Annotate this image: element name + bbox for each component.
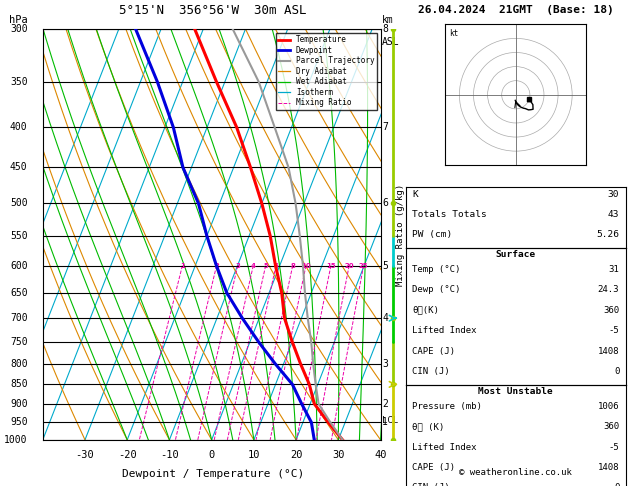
- Text: 15: 15: [326, 262, 336, 269]
- Text: © weatheronline.co.uk: © weatheronline.co.uk: [459, 468, 572, 477]
- Text: -5: -5: [608, 443, 619, 451]
- Text: 43: 43: [608, 210, 619, 219]
- Text: 10: 10: [301, 262, 311, 269]
- Text: Dewpoint / Temperature (°C): Dewpoint / Temperature (°C): [122, 469, 304, 479]
- Text: kt: kt: [450, 29, 459, 37]
- Text: 1006: 1006: [598, 402, 619, 411]
- Text: 6: 6: [382, 198, 388, 208]
- Text: 600: 600: [10, 260, 28, 271]
- Text: 0: 0: [209, 450, 214, 460]
- Text: CIN (J): CIN (J): [413, 484, 450, 486]
- Text: 3: 3: [235, 262, 240, 269]
- Legend: Temperature, Dewpoint, Parcel Trajectory, Dry Adiabat, Wet Adiabat, Isotherm, Mi: Temperature, Dewpoint, Parcel Trajectory…: [276, 33, 377, 110]
- Text: 1: 1: [382, 417, 388, 427]
- Text: 5: 5: [264, 262, 268, 269]
- Text: Lifted Index: Lifted Index: [413, 443, 477, 451]
- Text: Pressure (mb): Pressure (mb): [413, 402, 482, 411]
- Text: 700: 700: [10, 313, 28, 323]
- Text: 300: 300: [10, 24, 28, 34]
- Text: LCL: LCL: [382, 416, 398, 425]
- Text: Dewp (°C): Dewp (°C): [413, 285, 460, 295]
- Text: Surface: Surface: [496, 250, 536, 260]
- Text: 800: 800: [10, 359, 28, 369]
- Text: CAPE (J): CAPE (J): [413, 463, 455, 472]
- Text: 360: 360: [603, 306, 619, 315]
- Text: Mixing Ratio (g/kg): Mixing Ratio (g/kg): [396, 183, 405, 286]
- Text: 4: 4: [251, 262, 256, 269]
- Text: 20: 20: [344, 262, 354, 269]
- Text: CIN (J): CIN (J): [413, 367, 450, 376]
- Text: 400: 400: [10, 122, 28, 132]
- Text: 0: 0: [614, 484, 619, 486]
- Text: 8: 8: [290, 262, 295, 269]
- Text: ASL: ASL: [382, 37, 400, 47]
- Text: Most Unstable: Most Unstable: [479, 387, 553, 396]
- Text: 0: 0: [614, 367, 619, 376]
- Text: 550: 550: [10, 231, 28, 241]
- Text: km: km: [382, 15, 394, 25]
- Text: PW (cm): PW (cm): [413, 230, 452, 240]
- Text: θᴇ(K): θᴇ(K): [413, 306, 439, 315]
- Text: 850: 850: [10, 380, 28, 389]
- Text: 360: 360: [603, 422, 619, 431]
- Text: 2: 2: [214, 262, 219, 269]
- Text: 750: 750: [10, 337, 28, 347]
- Text: 40: 40: [374, 450, 387, 460]
- Text: Totals Totals: Totals Totals: [413, 210, 487, 219]
- Text: Lifted Index: Lifted Index: [413, 326, 477, 335]
- Text: 5: 5: [382, 260, 388, 271]
- Text: 30: 30: [608, 190, 619, 199]
- Text: -30: -30: [75, 450, 94, 460]
- Text: 900: 900: [10, 399, 28, 409]
- Text: 6: 6: [274, 262, 279, 269]
- Text: 26.04.2024  21GMT  (Base: 18): 26.04.2024 21GMT (Base: 18): [418, 4, 614, 15]
- Text: 1: 1: [180, 262, 185, 269]
- Text: 500: 500: [10, 198, 28, 208]
- Text: 1408: 1408: [598, 347, 619, 356]
- Text: -20: -20: [118, 450, 136, 460]
- Text: 24.3: 24.3: [598, 285, 619, 295]
- Text: 350: 350: [10, 77, 28, 87]
- Text: CAPE (J): CAPE (J): [413, 347, 455, 356]
- Text: 3: 3: [382, 359, 388, 369]
- Text: -10: -10: [160, 450, 179, 460]
- Text: hPa: hPa: [9, 15, 28, 25]
- Text: 1000: 1000: [4, 435, 28, 445]
- Text: 25: 25: [359, 262, 369, 269]
- Text: 4: 4: [382, 313, 388, 323]
- Text: 30: 30: [332, 450, 345, 460]
- Text: 20: 20: [290, 450, 303, 460]
- Text: 7: 7: [382, 122, 388, 132]
- Text: 950: 950: [10, 417, 28, 427]
- Text: 10: 10: [248, 450, 260, 460]
- Text: 31: 31: [608, 265, 619, 274]
- Text: θᴇ (K): θᴇ (K): [413, 422, 445, 431]
- Text: 650: 650: [10, 288, 28, 298]
- Text: 5.26: 5.26: [596, 230, 619, 240]
- Text: Temp (°C): Temp (°C): [413, 265, 460, 274]
- Text: 5°15'N  356°56'W  30m ASL: 5°15'N 356°56'W 30m ASL: [119, 4, 307, 17]
- Text: 450: 450: [10, 162, 28, 173]
- Text: 8: 8: [382, 24, 388, 34]
- Text: -5: -5: [608, 326, 619, 335]
- Text: 2: 2: [382, 399, 388, 409]
- Text: K: K: [413, 190, 418, 199]
- Text: 1408: 1408: [598, 463, 619, 472]
